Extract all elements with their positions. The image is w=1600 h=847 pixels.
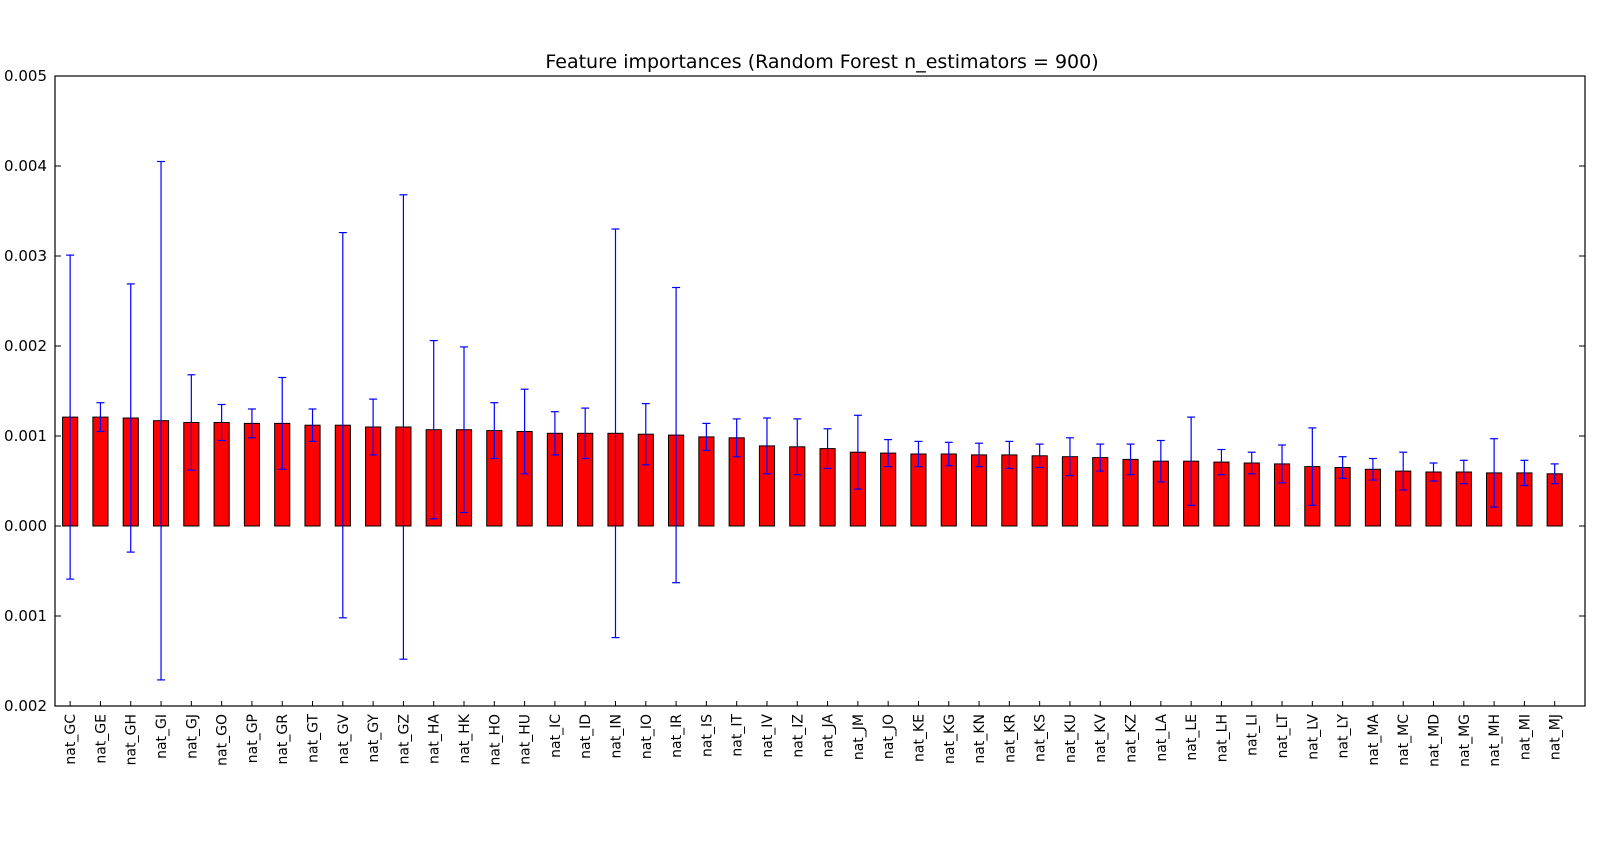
x-tick-label: nat_IO (639, 714, 655, 759)
x-tick-label: nat_LI (1245, 714, 1261, 756)
y-tick-label: 0.003 (4, 247, 47, 265)
x-tick-label: nat_KV (1093, 714, 1109, 763)
x-tick-label: nat_HA (427, 714, 443, 764)
y-tick-label: 0.001 (4, 427, 47, 445)
y-tick-label: 0.004 (4, 157, 47, 175)
x-tick-label: nat_HU (518, 714, 534, 765)
x-tick-label: nat_MC (1396, 714, 1412, 766)
x-tick-label: nat_HK (457, 713, 473, 763)
plot-area: 0.002 0.001 0.000 0.001 0.002 0.003 0.004 0.005… (4, 67, 1585, 767)
x-tick-label: nat_KN (972, 714, 988, 764)
x-tick-label: nat_GP (245, 714, 261, 763)
x-tick-label: nat_IR (669, 714, 685, 758)
x-tick-label: nat_KU (1063, 714, 1079, 763)
bar (92, 416, 109, 527)
x-tick-label: nat_KG (942, 714, 958, 764)
x-tick-label: nat_HO (487, 714, 503, 766)
x-tick-label: nat_IS (699, 714, 715, 757)
x-tick-label: nat_GE (93, 714, 109, 764)
x-tick-label: nat_KS (1033, 714, 1049, 762)
y-tick-label: 0.001 (4, 607, 47, 625)
x-tick-label: nat_KZ (1124, 714, 1140, 763)
x-tick-label: nat_LV (1305, 714, 1321, 760)
y-tick-label: 0.005 (4, 67, 47, 85)
x-tick-label: nat_LA (1154, 714, 1170, 762)
x-tick-label: nat_IC (548, 714, 564, 758)
x-tick-label: nat_LE (1184, 714, 1200, 761)
x-tick-label: nat_LY (1336, 714, 1352, 759)
x-tick-label: nat_MD (1427, 714, 1443, 767)
x-tick-label: nat_GY (366, 714, 382, 763)
y-tick-label: 0.002 (4, 337, 47, 355)
chart-title: Feature importances (Random Forest n_est… (545, 51, 1098, 73)
x-tick-label: nat_JM (851, 714, 867, 760)
x-tick-label: nat_JO (881, 714, 897, 759)
x-tick-label: nat_KE (911, 714, 927, 762)
x-tick-label: nat_GV (336, 714, 352, 765)
x-tick-label: nat_GC (63, 714, 79, 765)
x-tick-label: nat_MA (1366, 714, 1382, 766)
x-tick-label: nat_MH (1487, 714, 1503, 767)
y-tick-label: 0.002 (4, 697, 47, 715)
x-tick-label: nat_LT (1275, 714, 1291, 759)
x-tick-label: nat_MI (1517, 714, 1533, 760)
x-tick-label: nat_GZ (396, 714, 412, 764)
axes-frame (54, 75, 1586, 707)
x-tick-label: nat_GT (306, 714, 322, 763)
x-tick-label: nat_IT (730, 714, 746, 757)
x-tick-label: nat_MG (1457, 714, 1473, 767)
x-tick-label: nat_GO (215, 714, 231, 766)
x-tick-label: nat_GJ (184, 714, 200, 759)
x-tick-label: nat_LH (1214, 714, 1230, 762)
x-tick-label: nat_JA (821, 714, 837, 758)
x-tick-label: nat_MJ (1548, 714, 1564, 760)
x-tick-label: nat_IZ (790, 714, 806, 758)
x-tick-label: nat_GI (154, 714, 170, 759)
x-tick-label: nat_IN (608, 714, 624, 759)
x-tick-label: nat_ID (578, 714, 594, 759)
bar (243, 422, 261, 527)
x-tick-label: nat_GH (124, 714, 140, 765)
x-tick-label: nat_GR (275, 714, 291, 765)
y-tick-label: 0.000 (4, 517, 47, 535)
x-tick-label: nat_KR (1002, 714, 1018, 763)
x-tick-label: nat_IV (760, 714, 776, 758)
